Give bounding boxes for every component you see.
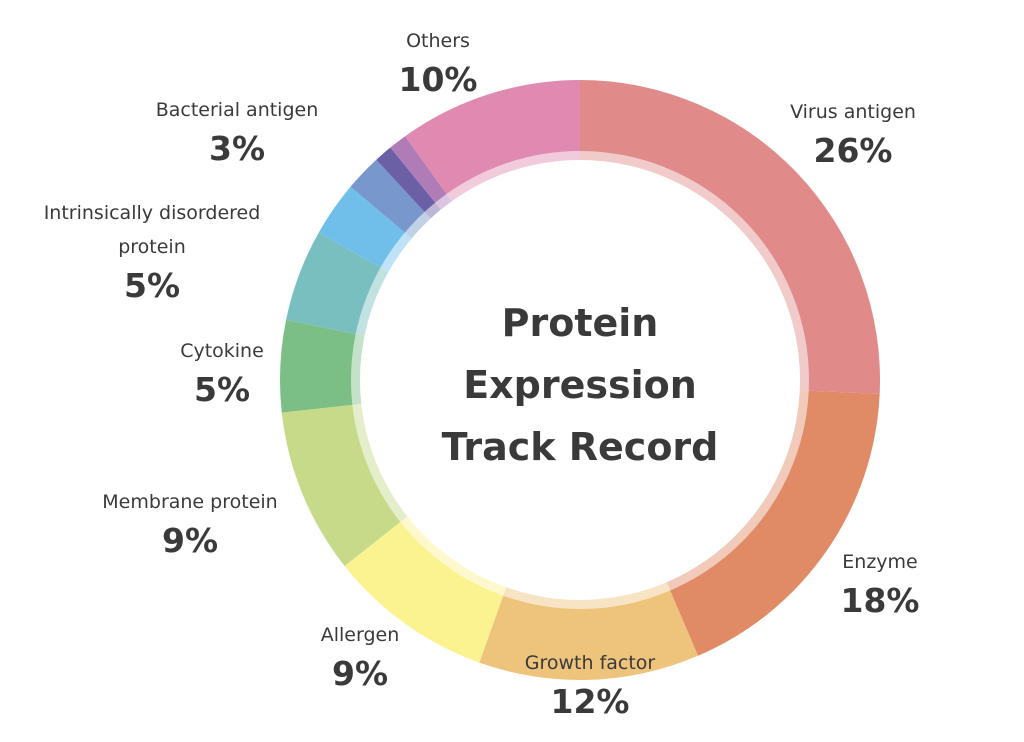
slice-label: Enzyme 18%	[841, 545, 920, 623]
category-label: Enzyme	[842, 551, 918, 573]
category-label: Bacterial antigen	[155, 99, 319, 121]
value-label: 10%	[398, 60, 478, 99]
category-label: Growth factor	[524, 652, 656, 674]
value-label: 18%	[840, 581, 920, 620]
value-label: 12%	[550, 682, 630, 721]
slice-label: Growth factor 12%	[525, 646, 655, 724]
slice	[479, 582, 699, 680]
value-label: 9%	[161, 521, 219, 560]
slice-label: Intrinsically disordered protein 5%	[17, 196, 287, 308]
category-label: Membrane protein	[102, 491, 278, 513]
category-label: Intrinsically disordered protein	[43, 202, 261, 258]
value-label: 5%	[193, 370, 251, 409]
inner-ring	[351, 151, 809, 609]
slice	[344, 516, 507, 663]
inner-hole	[362, 162, 798, 598]
slice-label: Allergen 9%	[321, 618, 400, 696]
slice	[279, 319, 365, 413]
value-label: 5%	[123, 266, 181, 305]
slice	[390, 136, 452, 210]
slice-label: Cytokine 5%	[180, 334, 264, 412]
slice-label: Bacterial antigen 3%	[156, 93, 319, 171]
category-label: Allergen	[320, 624, 400, 646]
category-label: Cytokine	[180, 340, 264, 362]
value-label: 26%	[813, 131, 893, 170]
slice-label: Others 10%	[399, 24, 478, 102]
slice	[318, 186, 412, 272]
chart-title: Protein Expression Track Record	[441, 301, 719, 469]
slice-label: Virus antigen 26%	[790, 95, 916, 173]
slice	[350, 159, 431, 239]
slice-label: Membrane protein 9%	[102, 485, 277, 563]
slice	[376, 147, 441, 219]
slice	[405, 80, 580, 202]
slice	[580, 80, 881, 394]
value-label: 9%	[331, 654, 389, 693]
slice	[281, 403, 408, 567]
category-label: Virus antigen	[790, 101, 916, 123]
slice	[666, 390, 880, 656]
category-label: Others	[406, 30, 470, 52]
value-label: 3%	[208, 129, 266, 168]
